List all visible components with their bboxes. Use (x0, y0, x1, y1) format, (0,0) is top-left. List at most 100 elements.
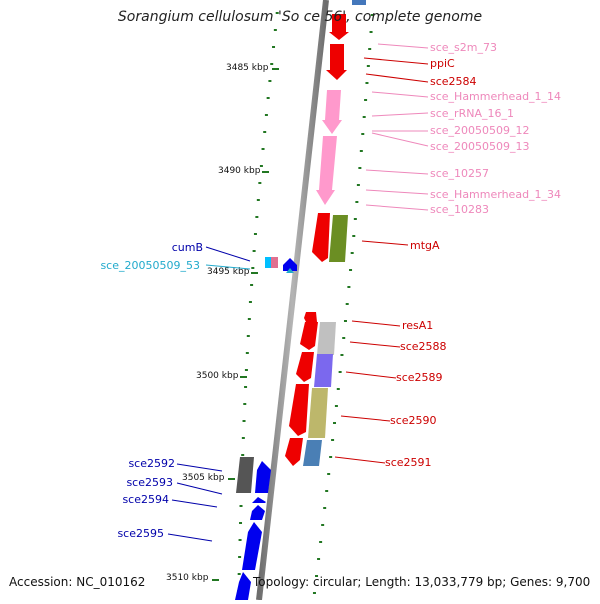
label-sce2593[interactable]: sce2593 (126, 476, 173, 489)
ruler-tick (248, 301, 252, 303)
ruler-tick (239, 522, 243, 524)
label-sce2589[interactable]: sce2589 (396, 371, 443, 384)
label-sce2595[interactable]: sce2595 (117, 527, 164, 540)
gene-arrow-resa1-b[interactable] (300, 322, 318, 350)
ruler-tick (268, 80, 272, 82)
gene-arrow-sce2592-grey[interactable] (236, 457, 254, 493)
label-sce-hammerhead-1-34[interactable]: sce_Hammerhead_1_34 (430, 188, 561, 201)
ruler-tick (336, 388, 340, 390)
gene-arrow-sce2589[interactable] (314, 354, 333, 387)
ruler-tick (355, 201, 359, 203)
ruler-tick (366, 65, 370, 67)
ruler-label-3510: 3510 kbp (166, 573, 209, 583)
ruler-tick (315, 575, 319, 577)
ruler-tick (359, 150, 363, 152)
gene-arrow-mtga-2[interactable] (329, 215, 348, 262)
gene-arrow-sce2592[interactable] (255, 461, 271, 493)
ruler-label-3485: 3485 kbp (226, 63, 269, 73)
ruler-tick (312, 592, 316, 594)
ruler-tick (370, 14, 374, 16)
ruler-label-3500: 3500 kbp (196, 371, 239, 381)
genome-backbone (256, 0, 329, 601)
label-sce2594[interactable]: sce2594 (122, 493, 169, 506)
ruler-major-tick (240, 376, 247, 378)
ruler-tick (256, 199, 260, 201)
label-resa1[interactable]: resA1 (402, 319, 433, 332)
label-mtga[interactable]: mtgA (410, 239, 440, 252)
gene-arrow-sce2588[interactable] (317, 322, 336, 355)
label-leaders (167, 43, 429, 542)
ruler-tick (243, 403, 247, 405)
ruler-tick (246, 335, 250, 337)
ruler-tick (353, 218, 357, 220)
ruler-label-3495: 3495 kbp (207, 267, 250, 277)
ruler-tick (250, 284, 254, 286)
map-title: Sorangium cellulosum 'So ce 56', complet… (117, 9, 483, 25)
ruler-major-tick (262, 171, 269, 173)
gene-arrow-sce2590-red[interactable] (289, 384, 309, 436)
ruler-tick (325, 490, 329, 492)
ruler-labels: 3485 kbp 3490 kbp 3495 kbp 3500 kbp 3505… (166, 63, 269, 583)
ruler-tick (275, 12, 279, 14)
label-sce-hammerhead-1-14[interactable]: sce_Hammerhead_1_14 (430, 90, 561, 103)
gene-arrow-sce2595[interactable] (242, 522, 262, 570)
ruler-tick (327, 473, 331, 475)
gene-arrow-sce-rrna-16-1[interactable] (316, 136, 337, 205)
ruler-tick (244, 369, 248, 371)
ruler-tick (241, 454, 245, 456)
ruler-tick (245, 352, 249, 354)
gene-arrow-sce2593[interactable] (252, 497, 266, 503)
ruler-tick (356, 184, 360, 186)
ruler-tick (365, 82, 369, 84)
ruler-tick (253, 233, 257, 235)
gene-arrow-sce2596[interactable] (235, 572, 251, 600)
gene-arrow-sce2591-red[interactable] (285, 438, 303, 466)
ruler-tick (321, 524, 325, 526)
gene-arrow-sce2588-red[interactable] (296, 352, 314, 382)
gene-arrow-sce_20050509_53-b[interactable] (286, 268, 294, 273)
label-sce2584[interactable]: sce2584 (430, 75, 477, 88)
gene-arrow-sce2584[interactable] (326, 44, 347, 80)
ruler-tick (319, 541, 323, 543)
ruler-tick (258, 182, 262, 184)
gene-arrow-sce_s2m_73[interactable] (352, 0, 366, 5)
ruler-tick (329, 456, 333, 458)
gene-arrow-resa1[interactable] (304, 312, 317, 322)
label-cumb[interactable]: cumB (172, 241, 203, 254)
label-sce2592[interactable]: sce2592 (128, 457, 175, 470)
label-sce-10283[interactable]: sce_10283 (430, 203, 489, 216)
ruler-tick (241, 437, 245, 439)
gene-arrow-sce-hammerhead-1-14[interactable] (322, 90, 342, 134)
label-sce-20050509-13[interactable]: sce_20050509_13 (430, 140, 530, 153)
ruler-tick (237, 573, 241, 575)
label-sce2590[interactable]: sce2590 (390, 414, 437, 427)
label-sce-20050509-12[interactable]: sce_20050509_12 (430, 124, 530, 137)
gene-arrow-cumb-2[interactable] (271, 257, 278, 268)
gene-arrow-sce2594[interactable] (250, 505, 265, 520)
gene-arrow-ppic[interactable] (329, 14, 349, 40)
ruler-tick (343, 320, 347, 322)
ruler-tick (331, 439, 335, 441)
label-sce-rrna-16-1[interactable]: sce_rRNA_16_1 (430, 107, 514, 120)
label-sce-10257[interactable]: sce_10257 (430, 167, 489, 180)
label-ppic[interactable]: ppiC (430, 57, 455, 70)
ruler-tick (264, 114, 268, 116)
gene-arrow-mtga[interactable] (312, 213, 330, 262)
label-sce-20050509-53[interactable]: sce_20050509_53 (100, 259, 200, 272)
ruler-tick (270, 63, 274, 65)
label-sce2588[interactable]: sce2588 (400, 340, 447, 353)
ruler-tick (333, 422, 337, 424)
gene-arrow-cumb[interactable] (265, 257, 271, 268)
gene-arrow-sce2590[interactable] (308, 388, 328, 438)
label-sce-s2m-73[interactable]: sce_s2m_73 (430, 41, 497, 54)
ruler-tick (342, 337, 346, 339)
gene-arrow-sce_20050509_53[interactable] (283, 258, 297, 271)
ruler-tick (352, 235, 356, 237)
ruler-tick (358, 167, 362, 169)
ruler-tick (369, 31, 373, 33)
label-sce2591[interactable]: sce2591 (385, 456, 432, 469)
ruler-tick (255, 216, 259, 218)
ruler-tick (259, 165, 263, 167)
gene-arrow-sce2591[interactable] (303, 440, 322, 466)
